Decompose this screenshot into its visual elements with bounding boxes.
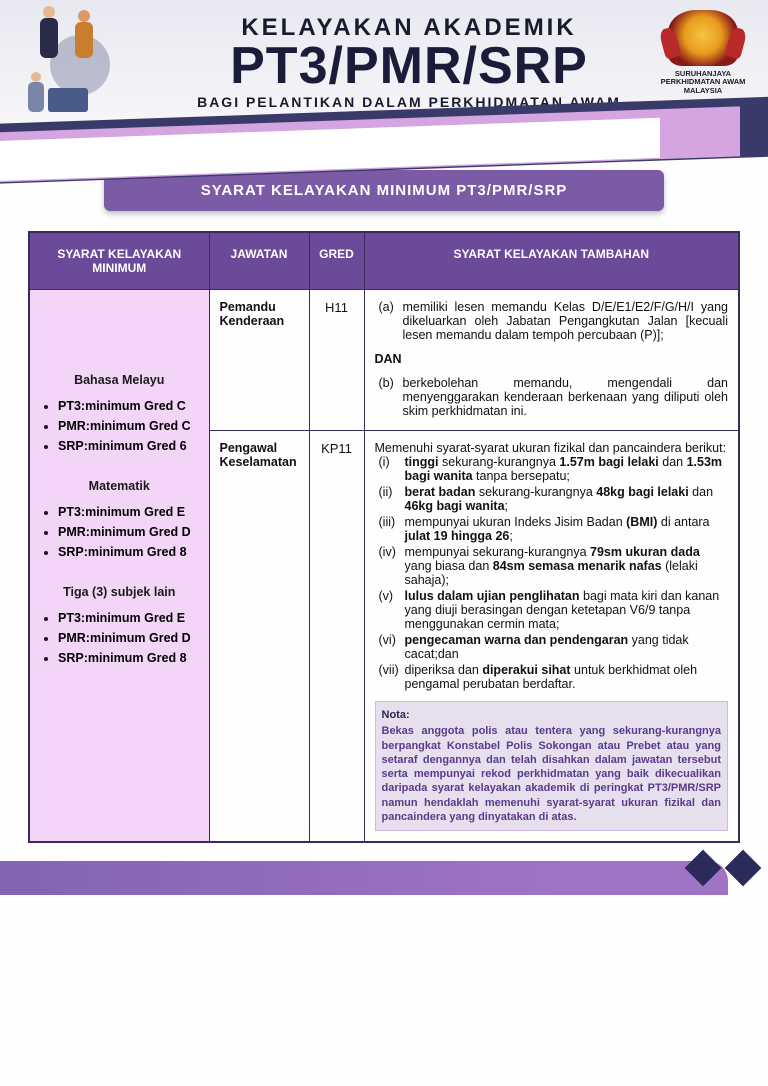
list-item: PT3:minimum Gred C	[58, 396, 199, 416]
item-text: mempunyai ukuran Indeks Jisim Badan (BMI…	[405, 515, 729, 543]
lain-list: PT3:minimum Gred EPMR:minimum Gred DSRP:…	[58, 608, 199, 668]
cell-jawatan: Pengawal Keselamatan	[209, 431, 309, 843]
item-label: (iii)	[379, 515, 405, 543]
item-text: mempunyai sekurang-kurangnya 79sm ukuran…	[405, 545, 729, 587]
list-item: (iv)mempunyai sekurang-kurangnya 79sm uk…	[379, 545, 729, 587]
mat-list: PT3:minimum Gred EPMR:minimum Gred DSRP:…	[58, 502, 199, 562]
list-item: SRP:minimum Gred 8	[58, 542, 199, 562]
person-icon	[40, 18, 58, 58]
list-item: SRP:minimum Gred 6	[58, 436, 199, 456]
item-label: (vi)	[379, 633, 405, 661]
item-label: (v)	[379, 589, 405, 631]
list-item: PMR:minimum Gred D	[58, 522, 199, 542]
people-illustration	[20, 10, 160, 120]
list-item: (ii)berat badan sekurang-kurangnya 48kg …	[379, 485, 729, 513]
cell-gred: KP11	[309, 431, 364, 843]
cell-jawatan: Pemandu Kenderaan	[209, 290, 309, 431]
nota-title: Nota:	[382, 708, 722, 722]
list-item: PT3:minimum Gred E	[58, 608, 199, 628]
cell-syarat-tambahan: Memenuhi syarat-syarat ukuran fizikal da…	[364, 431, 739, 843]
list-item: SRP:minimum Gred 8	[58, 648, 199, 668]
title-block: KELAYAKAN AKADEMIK PT3/PMR/SRP BAGI PELA…	[160, 10, 658, 110]
laptop-icon	[48, 88, 88, 112]
list-item: (vi)pengecaman warna dan pendengaran yan…	[379, 633, 729, 661]
title-line-2: PT3/PMR/SRP	[160, 40, 658, 92]
header: KELAYAKAN AKADEMIK PT3/PMR/SRP BAGI PELA…	[0, 0, 768, 140]
subject-heading: Bahasa Melayu	[40, 370, 199, 390]
item-label: (iv)	[379, 545, 405, 587]
list-item: PT3:minimum Gred E	[58, 502, 199, 522]
footer-stripe	[0, 861, 728, 895]
th-syarat-min: SYARAT KELAYAKAN MINIMUM	[29, 232, 209, 290]
person-icon	[75, 22, 93, 58]
item-text: berkebolehan memandu, mengendali dan men…	[403, 376, 729, 418]
list-item: (v)lulus dalam ujian penglihatan bagi ma…	[379, 589, 729, 631]
list-item: (iii)mempunyai ukuran Indeks Jisim Badan…	[379, 515, 729, 543]
th-syarat-tambahan: SYARAT KELAYAKAN TAMBAHAN	[364, 232, 739, 290]
roman-list: (i)tinggi sekurang-kurangnya 1.57m bagi …	[379, 455, 729, 691]
th-gred: GRED	[309, 232, 364, 290]
cell-syarat-tambahan: (a) memiliki lesen memandu Kelas D/E/E1/…	[364, 290, 739, 431]
nota-box: Nota: Bekas anggota polis atau tentera y…	[375, 701, 729, 831]
item-label: (vii)	[379, 663, 405, 691]
list-item: PMR:minimum Gred C	[58, 416, 199, 436]
th-jawatan: JAWATAN	[209, 232, 309, 290]
subject-heading: Matematik	[40, 476, 199, 496]
table-row: Bahasa Melayu PT3:minimum Gred CPMR:mini…	[29, 290, 739, 431]
dan-label: DAN	[375, 352, 729, 366]
item-label: (b)	[379, 376, 403, 418]
list-item: (i)tinggi sekurang-kurangnya 1.57m bagi …	[379, 455, 729, 483]
item-text: memiliki lesen memandu Kelas D/E/E1/E2/F…	[403, 300, 729, 342]
crest-line: MALAYSIA	[658, 87, 748, 95]
list-item: (vii)diperiksa dan diperakui sihat untuk…	[379, 663, 729, 691]
list-item: PMR:minimum Gred D	[58, 628, 199, 648]
item-text: berat badan sekurang-kurangnya 48kg bagi…	[405, 485, 729, 513]
person-icon	[28, 82, 44, 112]
crest-label: SURUHANJAYA PERKHIDMATAN AWAM MALAYSIA	[658, 70, 748, 95]
table-header-row: SYARAT KELAYAKAN MINIMUM JAWATAN GRED SY…	[29, 232, 739, 290]
requirements-table: SYARAT KELAYAKAN MINIMUM JAWATAN GRED SY…	[28, 231, 740, 843]
intro-text: Memenuhi syarat-syarat ukuran fizikal da…	[375, 441, 729, 455]
bm-list: PT3:minimum Gred CPMR:minimum Gred CSRP:…	[58, 396, 199, 456]
item-text: pengecaman warna dan pendengaran yang ti…	[405, 633, 729, 661]
item-text: tinggi sekurang-kurangnya 1.57m bagi lel…	[405, 455, 729, 483]
nota-text: Bekas anggota polis atau tentera yang se…	[382, 724, 722, 824]
cell-syarat-minimum: Bahasa Melayu PT3:minimum Gred CPMR:mini…	[29, 290, 209, 843]
crest-icon	[668, 10, 738, 66]
crest: SURUHANJAYA PERKHIDMATAN AWAM MALAYSIA	[658, 10, 748, 95]
item-label: (i)	[379, 455, 405, 483]
item-label: (a)	[379, 300, 403, 342]
cell-gred: H11	[309, 290, 364, 431]
item-text: lulus dalam ujian penglihatan bagi mata …	[405, 589, 729, 631]
subject-heading: Tiga (3) subjek lain	[40, 582, 199, 602]
item-label: (ii)	[379, 485, 405, 513]
item-text: diperiksa dan diperakui sihat untuk berk…	[405, 663, 729, 691]
